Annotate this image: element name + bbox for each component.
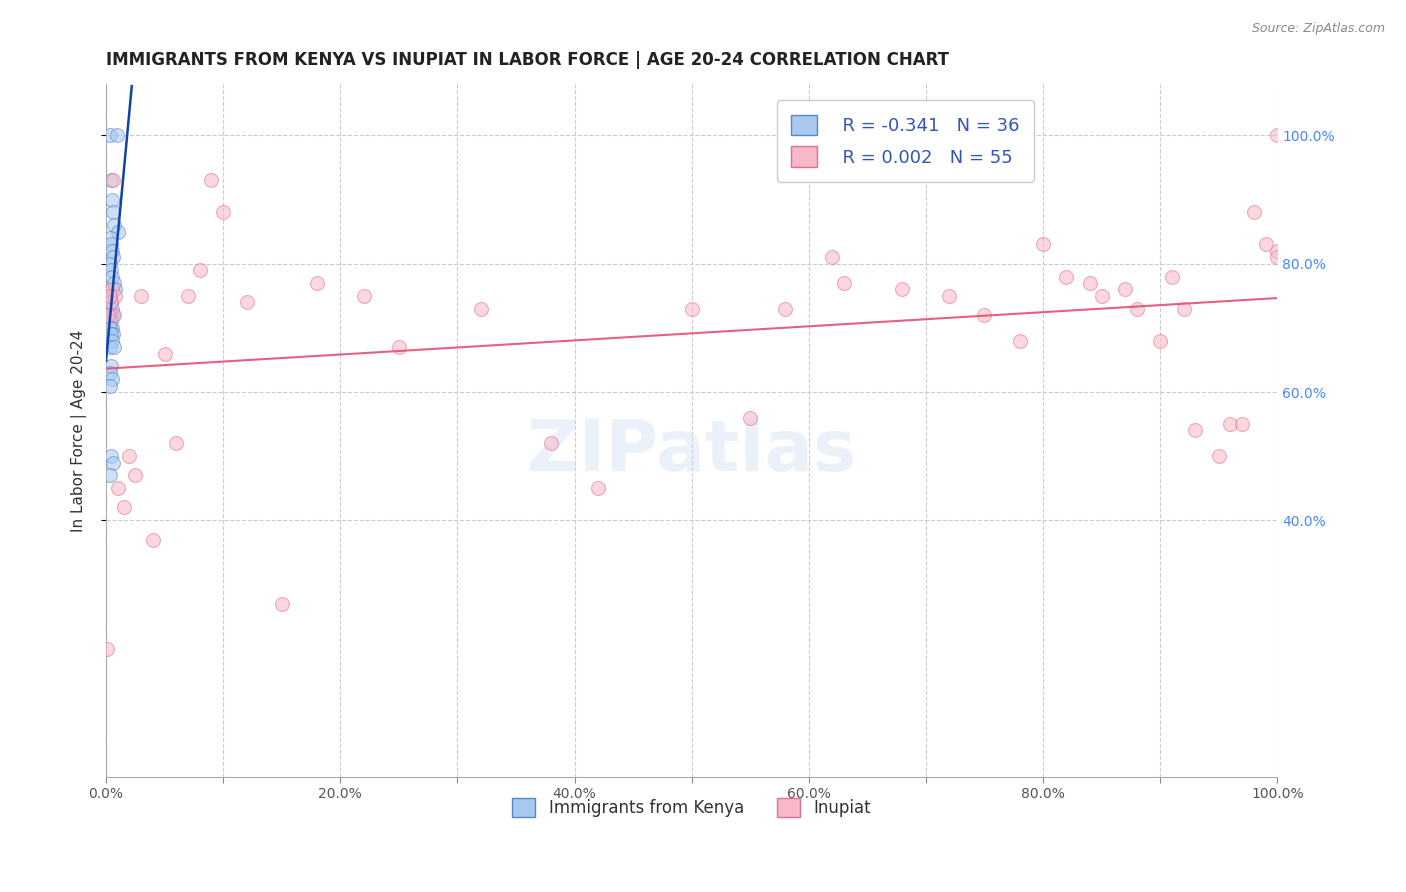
Point (103, 276, 125, 290)
Point (1184, 424, 1206, 438)
Point (103, 308, 125, 322)
Text: IMMIGRANTS FROM KENYA VS INUPIAT IN LABOR FORCE | AGE 20-24 CORRELATION CHART: IMMIGRANTS FROM KENYA VS INUPIAT IN LABO… (105, 51, 949, 69)
Point (101, 308, 124, 322)
Point (100, 327, 122, 342)
Point (98, 289, 121, 303)
Point (1149, 334, 1171, 348)
Point (832, 276, 855, 290)
Point (1230, 417, 1253, 431)
Point (129, 289, 152, 303)
Point (101, 301, 124, 316)
Point (98, 289, 121, 303)
Point (586, 481, 609, 495)
Point (188, 263, 211, 277)
Point (235, 295, 257, 310)
Point (104, 282, 127, 296)
Point (118, 449, 141, 463)
Point (101, 269, 124, 284)
Point (1243, 205, 1265, 219)
Point (101, 282, 124, 296)
Point (142, 533, 165, 547)
Point (124, 468, 146, 483)
Point (1160, 269, 1182, 284)
Point (97, 308, 120, 322)
Point (1008, 334, 1031, 348)
Point (891, 282, 914, 296)
Point (540, 436, 562, 450)
Point (103, 340, 125, 354)
Point (1114, 282, 1136, 296)
Point (1090, 289, 1112, 303)
Y-axis label: In Labor Force | Age 20-24: In Labor Force | Age 20-24 (72, 329, 87, 532)
Point (1032, 237, 1054, 252)
Point (98, 257, 121, 271)
Point (681, 301, 703, 316)
Point (98, 366, 121, 380)
Point (98, 340, 121, 354)
Text: ZIPatlas: ZIPatlas (527, 417, 856, 486)
Point (353, 289, 375, 303)
Point (101, 321, 124, 335)
Point (305, 276, 328, 290)
Point (1219, 417, 1241, 431)
Point (101, 193, 124, 207)
Point (200, 173, 222, 187)
Legend: Immigrants from Kenya, Inupiat: Immigrants from Kenya, Inupiat (505, 791, 879, 824)
Point (100, 295, 122, 310)
Point (101, 205, 124, 219)
Point (1208, 449, 1230, 463)
Point (96, 641, 118, 656)
Point (1265, 244, 1288, 258)
Point (821, 250, 844, 264)
Point (1078, 276, 1101, 290)
Point (112, 500, 135, 515)
Point (101, 173, 124, 187)
Point (388, 340, 411, 354)
Point (101, 456, 124, 470)
Point (1054, 269, 1077, 284)
Text: Source: ZipAtlas.com: Source: ZipAtlas.com (1251, 22, 1385, 36)
Point (98, 308, 121, 322)
Point (105, 128, 128, 143)
Point (98, 231, 121, 245)
Point (1125, 301, 1147, 316)
Point (107, 481, 129, 495)
Point (100, 449, 122, 463)
Point (98, 378, 121, 392)
Point (101, 327, 124, 342)
Point (177, 289, 200, 303)
Point (101, 334, 124, 348)
Point (98, 468, 121, 483)
Point (101, 250, 124, 264)
Point (98, 128, 121, 143)
Point (1265, 250, 1288, 264)
Point (165, 436, 187, 450)
Point (775, 301, 797, 316)
Point (98, 321, 121, 335)
Point (107, 225, 129, 239)
Point (104, 289, 127, 303)
Point (1265, 128, 1288, 143)
Point (101, 244, 124, 258)
Point (1254, 237, 1277, 252)
Point (100, 314, 122, 328)
Point (153, 346, 176, 360)
Point (100, 295, 122, 310)
Point (100, 359, 122, 374)
Point (470, 301, 492, 316)
Point (1173, 301, 1195, 316)
Point (100, 173, 122, 187)
Point (740, 410, 762, 425)
Point (212, 205, 235, 219)
Point (973, 308, 995, 322)
Point (938, 289, 960, 303)
Point (103, 219, 125, 233)
Point (270, 597, 292, 611)
Point (101, 372, 124, 386)
Point (100, 237, 122, 252)
Point (100, 263, 122, 277)
